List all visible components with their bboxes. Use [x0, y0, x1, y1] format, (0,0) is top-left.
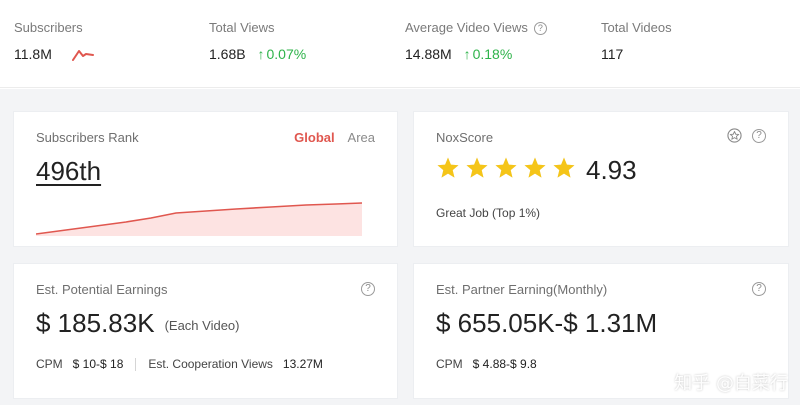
tab-global[interactable]: Global [294, 130, 335, 145]
stat-value: 117 [601, 46, 624, 62]
change-badge: ↑ 0.07% [257, 46, 307, 62]
help-icon[interactable]: ? [533, 22, 547, 36]
stat-label: Average Video Views [405, 20, 528, 35]
rank-value[interactable]: 496th [36, 156, 102, 186]
card-title: Est. Potential Earnings [36, 282, 168, 297]
stat-label: Subscribers [14, 20, 83, 35]
tab-area[interactable]: Area [347, 130, 375, 145]
subscribers-rank-card: Subscribers Rank Global Area 496th [13, 111, 398, 247]
watermark: 知乎 @白菜行 [674, 373, 788, 394]
star-icon [553, 157, 575, 178]
earnings-note: (Each Video) [164, 317, 240, 333]
stat-value: 1.68B [209, 46, 246, 62]
stat-value: 14.88M [405, 46, 452, 62]
star-icon [495, 157, 517, 178]
stat-value: 11.8M [14, 46, 52, 62]
divider [135, 357, 137, 371]
noxscore-caption: Great Job (Top 1%) [436, 206, 541, 220]
arrow-up-icon: ↑ [463, 46, 471, 62]
partner-earning-card: Est. Partner Earning(Monthly) ? $ 655.05… [413, 263, 789, 399]
coop-views-label: Est. Cooperation Views [148, 357, 273, 371]
help-icon[interactable]: ? [361, 282, 375, 296]
help-icon[interactable]: ? [752, 128, 766, 143]
stats-bar: Subscribers 11.8M Total Views 1.68B ↑ 0.0… [0, 0, 800, 88]
card-title: Subscribers Rank [36, 130, 139, 145]
star-icon [466, 157, 488, 178]
change-badge: ↑ 0.18% [463, 46, 513, 62]
subscriber-trend-sparkline [36, 202, 362, 236]
noxscore-value: 4.93 [586, 155, 637, 185]
cpm-label: CPM [36, 357, 63, 371]
earnings-details: CPM $ 4.88-$ 9.8 [436, 357, 537, 371]
rank-tabs: Global Area [294, 130, 375, 145]
card-title: NoxScore [436, 130, 494, 145]
earnings-value: $ 655.05K-$ 1.31M [436, 308, 658, 338]
earnings-value: $ 185.83K [36, 308, 155, 338]
help-icon[interactable]: ? [752, 282, 766, 296]
trend-up-icon [71, 50, 94, 62]
stat-label: Total Views [209, 20, 275, 35]
star-icon [437, 157, 459, 178]
stat-label: Total Videos [601, 20, 672, 35]
star-rating [436, 156, 581, 180]
badge-star-icon[interactable] [727, 128, 742, 143]
earnings-details: CPM $ 10-$ 18 Est. Cooperation Views 13.… [36, 357, 323, 371]
card-title: Est. Partner Earning(Monthly) [436, 282, 608, 297]
cpm-value: $ 10-$ 18 [72, 357, 124, 371]
cards-area: Subscribers Rank Global Area 496th NoxSc… [0, 89, 800, 405]
cpm-value: $ 4.88-$ 9.8 [472, 357, 537, 371]
cpm-label: CPM [436, 357, 463, 371]
noxscore-card: NoxScore ? 4.93 Great Job (Top 1%) [413, 111, 789, 247]
coop-views-value: 13.27M [282, 357, 323, 371]
arrow-up-icon: ↑ [257, 46, 265, 62]
potential-earnings-card: Est. Potential Earnings ? $ 185.83K (Each… [13, 263, 398, 399]
star-icon [524, 157, 546, 178]
